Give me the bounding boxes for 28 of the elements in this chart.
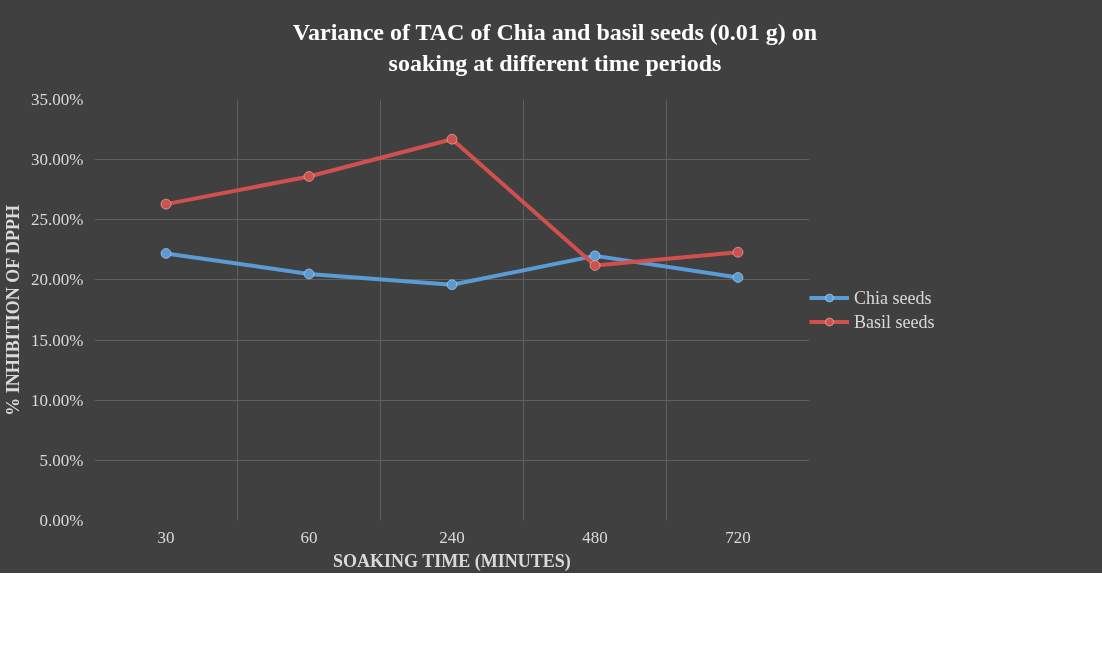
- y-tick-label: 10.00%: [31, 391, 84, 411]
- point: [589, 260, 601, 272]
- x-axis-title: SOAKING TIME (MINUTES): [332, 550, 571, 572]
- point: [303, 171, 315, 183]
- x-tick-label: 60: [300, 527, 318, 547]
- chart-title: Variance of TAC of Chia and basil seeds (0.01 g) on soaking at different time periods: [292, 18, 818, 79]
- y-tick-label: 5.00%: [39, 451, 84, 471]
- point: [446, 279, 458, 291]
- y-tick-label: 35.00%: [31, 90, 84, 110]
- point: [589, 250, 601, 262]
- point: [160, 248, 172, 260]
- point: [303, 268, 315, 280]
- y-tick-label: 0.00%: [39, 511, 84, 531]
- point: [446, 134, 458, 146]
- point: [160, 199, 172, 211]
- x-tick-label: 480: [582, 527, 608, 547]
- y-tick-label: 30.00%: [31, 150, 84, 170]
- y-tick-label: 20.00%: [31, 270, 84, 290]
- x-tick-label: 30: [157, 527, 175, 547]
- y-tick-label: 15.00%: [31, 330, 84, 350]
- point: [732, 272, 744, 284]
- legend-label: Chia seeds: [854, 287, 932, 309]
- legend-label: Basil seeds: [854, 311, 935, 333]
- x-tick-label: 720: [725, 527, 751, 547]
- y-tick-label: 25.00%: [31, 210, 84, 230]
- x-tick-label: 240: [439, 527, 465, 547]
- point: [732, 247, 744, 259]
- y-axis-title: % INHIBITION OF DPPH: [3, 205, 24, 417]
